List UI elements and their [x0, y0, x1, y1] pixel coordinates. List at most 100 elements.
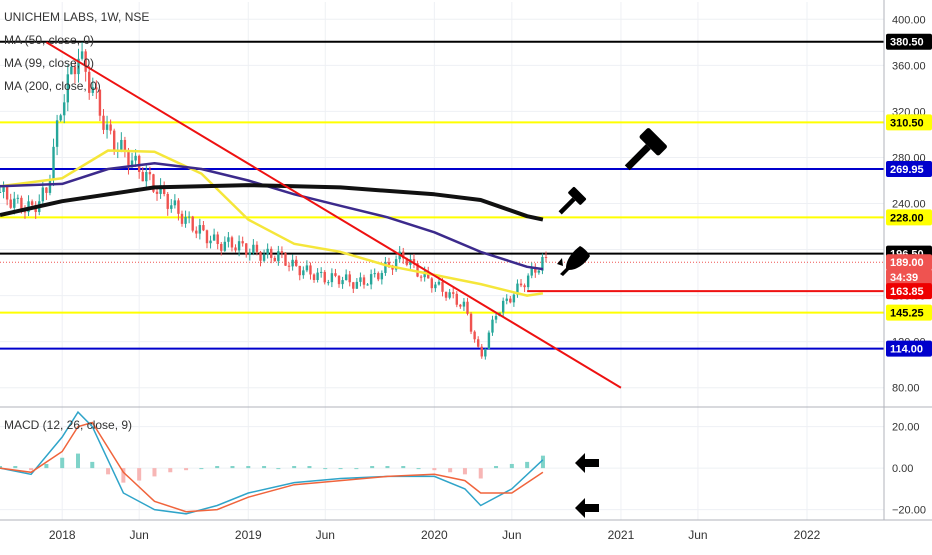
candle-down — [241, 241, 244, 244]
candle-up — [359, 277, 362, 282]
candle-up — [344, 274, 348, 281]
price-label-text: 163.85 — [890, 286, 924, 298]
candle-up — [462, 301, 466, 307]
candle-down — [98, 89, 102, 116]
macd-histogram-bar — [494, 466, 499, 469]
symbol-title[interactable]: UNICHEM LABS, 1W, NSE — [4, 10, 150, 24]
rocket-icon[interactable] — [557, 246, 590, 276]
candle-up — [277, 251, 280, 262]
candle-up — [437, 281, 441, 285]
time-tick-label: 2018 — [49, 528, 76, 542]
candle-down — [348, 274, 351, 283]
candle-down — [284, 253, 287, 266]
candle-down — [45, 187, 48, 193]
macd-histogram-bar — [276, 468, 281, 470]
candle-down — [544, 256, 548, 258]
legend-ma200[interactable]: MA (200, close, 0) — [4, 79, 101, 93]
macd-signal-line[interactable] — [0, 421, 544, 513]
price-label-box — [886, 33, 932, 50]
candle-up — [484, 348, 487, 357]
candle-down — [148, 172, 152, 175]
arrow-left-icon[interactable] — [575, 453, 599, 473]
candle-up — [380, 272, 384, 280]
macd-histogram-bar — [448, 468, 453, 473]
candle-up — [170, 205, 173, 209]
macd-histogram-bar — [540, 455, 545, 469]
macd-histogram-bar — [76, 453, 80, 469]
macd-histogram-bar — [60, 457, 65, 469]
macd-histogram-bar — [262, 466, 267, 469]
macd-histogram-bar — [292, 466, 297, 469]
candle-down — [230, 237, 234, 248]
candle-down — [455, 293, 458, 305]
candle-down — [177, 200, 180, 214]
macd-histogram-bar — [432, 468, 437, 471]
candle-up — [355, 281, 359, 289]
candle-up — [266, 248, 269, 255]
candle-up — [91, 87, 94, 93]
legend-ma99[interactable]: MA (99, close, 0) — [4, 56, 95, 70]
macd-histogram-bar — [370, 466, 375, 469]
candle-up — [159, 185, 162, 194]
candle-down — [202, 225, 205, 231]
candle-down — [30, 201, 34, 205]
candle-up — [134, 155, 137, 161]
gavel-icon[interactable] — [617, 127, 667, 177]
candle-up — [227, 237, 230, 242]
candle-down — [469, 313, 473, 332]
candle-up — [184, 216, 187, 224]
macd-histogram-bar — [121, 468, 126, 483]
candle-down — [155, 191, 159, 194]
candle-down — [402, 251, 405, 259]
candle-down — [180, 213, 184, 224]
macd-line[interactable] — [0, 410, 544, 515]
candle-down — [9, 199, 12, 208]
time-tick-label: Jun — [688, 528, 707, 542]
candle-up — [59, 115, 62, 121]
candle-up — [487, 332, 491, 349]
candle-down — [95, 87, 98, 90]
macd-histogram-bar — [323, 468, 328, 470]
ma200-line[interactable] — [0, 183, 544, 222]
candle-up — [130, 160, 134, 167]
ma99-line[interactable] — [0, 161, 544, 271]
macd-histogram-bar — [152, 468, 157, 477]
ma50-line[interactable] — [0, 149, 544, 297]
candle-up — [330, 273, 334, 283]
candle-up — [173, 200, 177, 206]
candle-down — [123, 139, 127, 152]
candle-up — [373, 273, 376, 275]
candle-up — [223, 241, 227, 251]
macd-histogram-bar — [416, 468, 421, 470]
macd-histogram-bar — [0, 466, 2, 469]
candle-down — [216, 234, 219, 244]
candle-up — [291, 259, 294, 267]
candle-up — [80, 51, 84, 59]
candle-down — [509, 298, 512, 303]
price-label-box — [886, 114, 932, 131]
candle-up — [434, 284, 437, 289]
gavel-icon[interactable] — [554, 186, 587, 219]
candle-up — [516, 283, 519, 295]
trendline-red[interactable] — [45, 41, 622, 389]
candle-up — [327, 282, 330, 284]
arrow-left-icon[interactable] — [575, 498, 599, 518]
candle-down — [287, 265, 291, 267]
macd-legend[interactable]: MACD (12, 26, close, 9) — [4, 418, 133, 432]
chart-legend: UNICHEM LABS, 1W, NSE MA (50, close, 0) … — [4, 6, 149, 98]
candle-down — [334, 273, 337, 276]
candle-down — [323, 271, 326, 283]
price-tick-label: 80.00 — [892, 383, 920, 395]
candle-down — [480, 346, 483, 357]
price-label-box — [886, 304, 932, 321]
time-tick-label: 2020 — [421, 528, 448, 542]
candle-down — [412, 259, 416, 264]
legend-ma50[interactable]: MA (50, close, 0) — [4, 33, 95, 47]
candle-up — [341, 280, 344, 285]
candle-up — [494, 316, 498, 320]
candle-up — [198, 225, 202, 234]
candle-up — [41, 187, 45, 202]
time-tick-label: Jun — [129, 528, 148, 542]
